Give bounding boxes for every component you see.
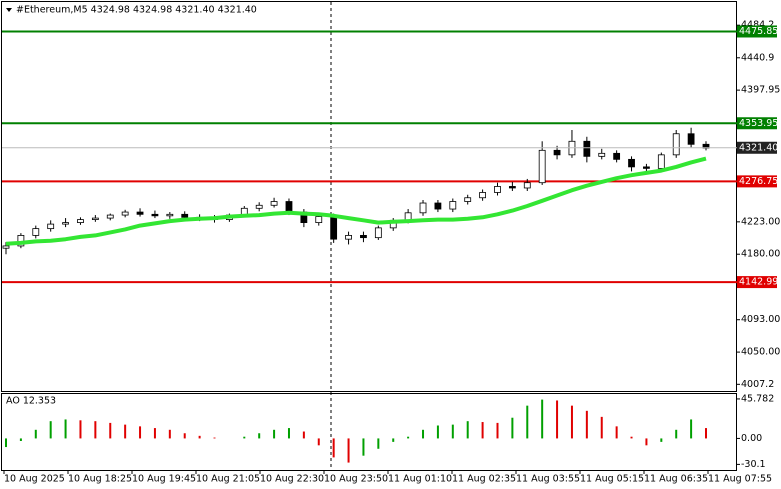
candle-body — [360, 234, 367, 239]
x-tick-label: 11 Aug 01:10 — [388, 474, 452, 485]
level-label: 4142.99 — [739, 277, 778, 288]
y-tick-label: 4180.00 — [741, 249, 780, 260]
x-tick-label: 11 Aug 02:35 — [452, 474, 516, 485]
candle-body — [91, 217, 99, 220]
candle-body — [583, 140, 591, 157]
candle-body — [255, 204, 263, 209]
candle-body — [32, 228, 40, 236]
candle-body — [374, 227, 382, 239]
candle-body — [62, 222, 69, 225]
level-label: 4276.75 — [739, 176, 778, 187]
ao-panel — [1, 393, 737, 471]
candle-body — [523, 182, 531, 189]
x-tick-label: 10 Aug 18:25 — [68, 474, 132, 485]
candle-body — [181, 213, 189, 218]
candle-body — [628, 158, 635, 168]
candle-body — [687, 133, 695, 145]
candle-body — [553, 149, 561, 156]
candle-body — [47, 223, 55, 230]
x-tick-label: 10 Aug 23:50 — [324, 474, 388, 485]
x-tick-label: 10 Aug 2025 — [4, 474, 65, 485]
ao-tick-label: 45.782 — [741, 393, 774, 404]
candle-body — [285, 201, 293, 213]
candle-body — [643, 166, 650, 169]
candle-body — [2, 245, 10, 249]
candle-body — [106, 214, 114, 219]
x-tick-label: 11 Aug 05:15 — [580, 474, 644, 485]
y-tick-label: 4093.00 — [741, 314, 780, 325]
level-label: 4353.95 — [739, 118, 778, 129]
price-panel — [1, 1, 737, 392]
candle-body — [449, 201, 457, 210]
candle-body — [672, 133, 680, 156]
y-tick-label: 4397.95 — [741, 85, 780, 96]
candle-body — [538, 149, 546, 184]
candle-body — [330, 216, 338, 240]
chart-title: #Ethereum,M5 4324.98 4324.98 4321.40 432… — [16, 5, 257, 16]
candle-body — [77, 219, 84, 223]
candle-body — [345, 234, 352, 240]
candle-body — [121, 211, 129, 216]
level-label-box — [737, 276, 777, 289]
moving-average — [5, 156, 707, 246]
level-label-box — [737, 175, 777, 188]
level-label: 4475.85 — [739, 26, 778, 37]
y-tick-label: 4484.2 — [741, 20, 774, 31]
candle-body — [613, 152, 621, 160]
x-tick-label: 11 Aug 07:55 — [708, 474, 772, 485]
candle-body — [464, 197, 472, 202]
candle-body — [494, 186, 501, 193]
candle-body — [657, 154, 665, 169]
level-label-box — [737, 25, 777, 38]
candle-body — [598, 152, 606, 157]
candle-body — [151, 213, 159, 217]
x-tick-label: 10 Aug 22:30 — [260, 474, 324, 485]
candle-body — [136, 211, 144, 215]
y-tick-label: 4050.00 — [741, 347, 780, 358]
x-tick-label: 11 Aug 06:35 — [644, 474, 708, 485]
ao-tick-label: -30.1 — [741, 459, 766, 470]
ao-tick-label: 0.00 — [741, 433, 762, 444]
candle-body — [166, 213, 174, 217]
ao-title: AO 12.353 — [6, 396, 56, 407]
candle-body — [434, 202, 442, 210]
y-tick-label: 4440.9 — [741, 52, 774, 63]
x-tick-label: 10 Aug 21:05 — [196, 474, 260, 485]
candle-body — [419, 202, 427, 214]
last-price-box — [737, 141, 777, 154]
last-price-label: 4321.40 — [739, 142, 778, 153]
x-tick-label: 10 Aug 19:45 — [132, 474, 196, 485]
y-tick-label: 4007.2 — [741, 379, 774, 390]
y-tick-label: 4223.00 — [741, 216, 780, 227]
candle-body — [479, 192, 486, 199]
x-tick-label: 11 Aug 03:55 — [516, 474, 580, 485]
candle-body — [270, 201, 278, 206]
level-label-box — [737, 117, 777, 130]
candle-body — [315, 216, 323, 223]
candle-body — [508, 186, 516, 189]
menu-arrow[interactable] — [6, 8, 12, 12]
